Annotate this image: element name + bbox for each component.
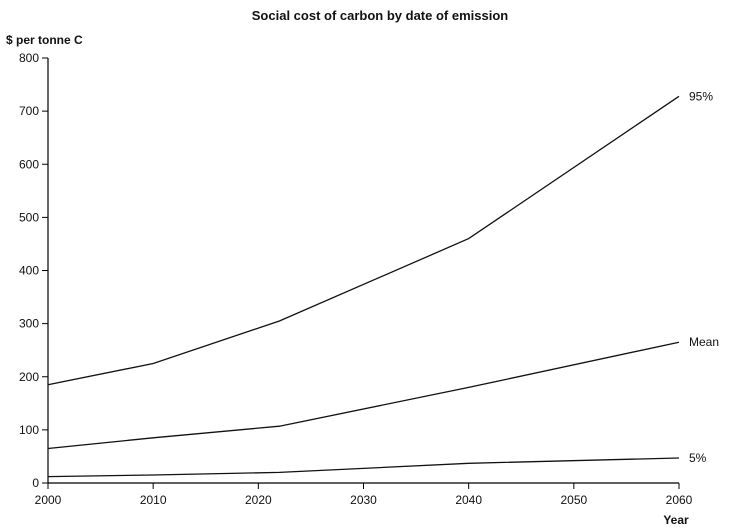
y-tick-label: 100 — [19, 423, 39, 437]
x-tick-label: 2010 — [140, 493, 167, 507]
series-line — [47, 95, 680, 386]
x-tick-label: 2040 — [455, 493, 482, 507]
series-group: 95% Mean 5% — [47, 89, 719, 478]
x-axis-label: Year — [663, 513, 689, 527]
series-label: Mean — [689, 335, 719, 349]
y-tick-label: 200 — [19, 370, 39, 384]
y-tick-label: 600 — [19, 157, 39, 171]
x-tick-label: 2060 — [666, 493, 693, 507]
y-ticks: 0 100 200 300 400 500 600 700 800 — [19, 51, 48, 490]
x-tick-label: 2020 — [245, 493, 272, 507]
x-tick-label: 2000 — [35, 493, 62, 507]
y-tick-label: 700 — [19, 104, 39, 118]
x-tick-label: 2030 — [350, 493, 377, 507]
series-label: 5% — [689, 451, 707, 465]
y-tick-label: 400 — [19, 264, 39, 278]
x-tick-label: 2050 — [560, 493, 587, 507]
y-tick-label: 500 — [19, 210, 39, 224]
series-line — [47, 341, 680, 450]
chart-title: Social cost of carbon by date of emissio… — [252, 8, 509, 23]
x-ticks: 2000 2010 2020 2030 2040 2050 2060 — [35, 483, 693, 507]
y-tick-label: 800 — [19, 51, 39, 65]
y-tick-label: 300 — [19, 317, 39, 331]
series-line — [47, 457, 680, 478]
y-tick-label: 0 — [32, 476, 39, 490]
series-label: 95% — [689, 89, 713, 103]
y-axis-label: $ per tonne C — [6, 33, 83, 47]
